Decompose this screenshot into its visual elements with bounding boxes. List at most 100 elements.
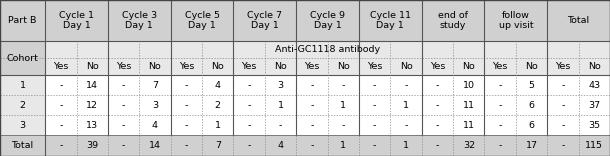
Text: follow
up visit: follow up visit [498, 11, 533, 30]
Bar [0, 135, 610, 156]
Text: -: - [185, 81, 188, 90]
Text: -: - [498, 121, 502, 130]
Text: No: No [149, 62, 162, 71]
Text: 35: 35 [588, 121, 600, 130]
Text: -: - [404, 81, 407, 90]
Text: No: No [274, 62, 287, 71]
Text: -: - [373, 101, 376, 110]
Text: -: - [248, 101, 251, 110]
Text: 2: 2 [215, 101, 221, 110]
Text: 43: 43 [588, 81, 600, 90]
Text: -: - [248, 121, 251, 130]
Text: Yes: Yes [304, 62, 320, 71]
Text: 39: 39 [86, 141, 98, 150]
Bar [45, 115, 610, 135]
Bar [45, 75, 610, 95]
Text: -: - [59, 81, 62, 90]
Text: Cohort: Cohort [7, 54, 38, 63]
Text: 1: 1 [403, 141, 409, 150]
Text: -: - [122, 121, 125, 130]
Bar [45, 95, 610, 115]
Text: Cycle 5
Day 1: Cycle 5 Day 1 [185, 11, 220, 30]
Text: No: No [462, 62, 475, 71]
Text: 1: 1 [340, 141, 346, 150]
Text: -: - [59, 121, 62, 130]
Text: -: - [185, 121, 188, 130]
Text: 1: 1 [278, 101, 284, 110]
Text: -: - [404, 121, 407, 130]
Text: -: - [310, 101, 314, 110]
Text: 3: 3 [152, 101, 158, 110]
Text: Cycle 9
Day 1: Cycle 9 Day 1 [310, 11, 345, 30]
Text: -: - [342, 81, 345, 90]
Text: -: - [498, 141, 502, 150]
Text: 6: 6 [528, 121, 534, 130]
Text: Yes: Yes [242, 62, 257, 71]
Text: -: - [185, 101, 188, 110]
Text: Yes: Yes [116, 62, 131, 71]
Text: No: No [211, 62, 224, 71]
Text: 32: 32 [463, 141, 475, 150]
Text: -: - [248, 81, 251, 90]
Text: 10: 10 [463, 81, 475, 90]
Text: 1: 1 [215, 121, 221, 130]
Text: 1: 1 [340, 101, 346, 110]
Text: 37: 37 [588, 101, 600, 110]
Text: 14: 14 [149, 141, 161, 150]
Text: Yes: Yes [555, 62, 570, 71]
Text: Total: Total [12, 141, 34, 150]
Text: Cycle 11
Day 1: Cycle 11 Day 1 [370, 11, 411, 30]
Text: 13: 13 [86, 121, 98, 130]
Text: 11: 11 [463, 121, 475, 130]
Text: 2: 2 [20, 101, 26, 110]
Bar [0, 0, 610, 41]
Text: 7: 7 [215, 141, 221, 150]
Text: Total: Total [567, 16, 590, 25]
Text: Yes: Yes [53, 62, 68, 71]
Text: -: - [561, 141, 565, 150]
Text: end of
study: end of study [438, 11, 468, 30]
Text: -: - [498, 81, 502, 90]
Text: No: No [525, 62, 538, 71]
Text: -: - [561, 121, 565, 130]
Text: -: - [310, 121, 314, 130]
Text: -: - [436, 81, 439, 90]
Text: 7: 7 [152, 81, 158, 90]
Text: -: - [122, 101, 125, 110]
Bar [45, 41, 610, 58]
Text: -: - [248, 141, 251, 150]
Text: Yes: Yes [179, 62, 194, 71]
Text: 3: 3 [278, 81, 284, 90]
Text: -: - [561, 101, 565, 110]
Text: Anti-GC1118 antibody: Anti-GC1118 antibody [275, 45, 380, 54]
Text: 4: 4 [278, 141, 284, 150]
Text: -: - [373, 141, 376, 150]
Text: Cycle 7
Day 1: Cycle 7 Day 1 [247, 11, 282, 30]
Text: No: No [86, 62, 99, 71]
Text: No: No [337, 62, 350, 71]
Text: Cycle 3
Day 1: Cycle 3 Day 1 [122, 11, 157, 30]
Text: -: - [310, 81, 314, 90]
Text: -: - [59, 101, 62, 110]
Text: -: - [498, 101, 502, 110]
Text: -: - [436, 101, 439, 110]
Text: -: - [122, 81, 125, 90]
Text: 5: 5 [528, 81, 534, 90]
Text: 12: 12 [86, 101, 98, 110]
Text: Yes: Yes [492, 62, 508, 71]
Text: 17: 17 [526, 141, 537, 150]
Text: -: - [342, 121, 345, 130]
Text: -: - [561, 81, 565, 90]
Text: -: - [279, 121, 282, 130]
Text: -: - [436, 141, 439, 150]
Bar [0, 41, 45, 58]
Text: 4: 4 [215, 81, 221, 90]
Text: Part B: Part B [9, 16, 37, 25]
Text: -: - [436, 121, 439, 130]
Text: 1: 1 [20, 81, 26, 90]
Text: No: No [588, 62, 601, 71]
Bar [0, 115, 45, 135]
Text: -: - [59, 141, 62, 150]
Text: -: - [373, 121, 376, 130]
Bar [0, 95, 45, 115]
